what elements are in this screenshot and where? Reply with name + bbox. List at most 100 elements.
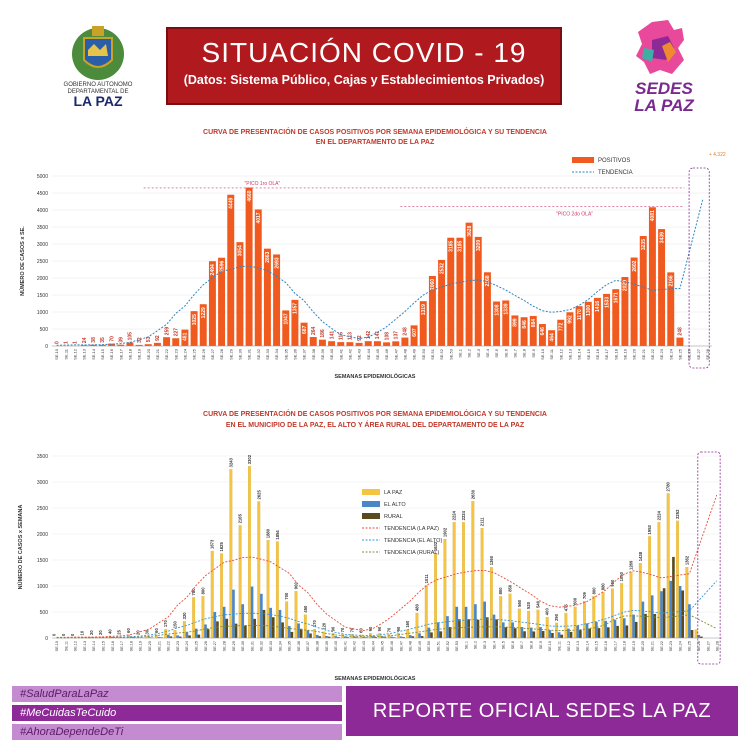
chart2-xtick-label: SE.23 (176, 641, 180, 651)
chart2-bar (644, 613, 647, 638)
chart2-xtick-label: SE.31 (250, 641, 254, 651)
chart1-highlight-box (688, 167, 710, 369)
chart2-bar (260, 593, 263, 638)
chart2-data-label: 320 (182, 612, 187, 620)
chart2-bar (234, 623, 238, 638)
chart2-xtick-label: SE.14 (92, 641, 96, 651)
chart1-bar (208, 261, 216, 346)
chart2-bar (576, 625, 580, 638)
chart2-legend-label: RURAL (384, 514, 403, 520)
chart2-data-label: 1673 (210, 539, 215, 549)
chart2-bar (629, 571, 633, 639)
chart2-bar (396, 633, 400, 639)
chart2-xtick-label: SE.47 (399, 641, 403, 651)
chart2-highlight-box (697, 451, 721, 665)
chart2-xtick-label: SE.44 (371, 641, 375, 651)
chart1-xtick-label: SE.5 (494, 348, 499, 357)
chart1-xtick-label: SE.51 (430, 348, 435, 360)
chart2-bar (480, 528, 484, 639)
chart2-bar (160, 637, 163, 638)
chart2-bar (606, 627, 610, 638)
chart1-xtick-label: SE.22 (650, 348, 655, 360)
chart1-bar (126, 342, 134, 346)
chart2-bar (325, 635, 328, 638)
chart1-bar (144, 344, 152, 346)
chart2-bar (660, 591, 663, 638)
chart2-legend-label: LA PAZ (384, 490, 403, 496)
chart2-bar (483, 601, 487, 638)
chart1-xtick-label: SE.52 (439, 348, 444, 360)
chart2-data-label: 850 (508, 584, 513, 592)
chart1-ylabel: NÚMERO DE CASOS x SE. (19, 226, 26, 296)
chart2-bar (334, 636, 338, 638)
chart2-data-label: 800 (200, 587, 205, 595)
chart2-bar (573, 606, 577, 639)
chart1-data-label: 137 (394, 331, 400, 340)
chart2-data-label: 520 (526, 601, 531, 609)
report-banner: REPORTE OFICIAL SEDES LA PAZ (346, 686, 738, 736)
chart1-bar (612, 289, 620, 346)
chart2-data-label: 2625 (256, 490, 261, 500)
chart2-bar (592, 596, 596, 639)
chart2-bar (427, 627, 431, 638)
chart2-data-label: 2780 (666, 481, 671, 491)
chart2-ytick-label: 1000 (37, 584, 48, 590)
chart2-bar (527, 610, 531, 639)
chart2-xtick-label: SE.38 (316, 641, 320, 651)
chart2-bar (597, 628, 601, 638)
chart1-xtick-label: SE.3 (476, 348, 481, 357)
chart2-bar (374, 637, 377, 638)
chart1-xtick-label: SE.25 (677, 348, 682, 360)
chart1-data-label: 2168 (485, 275, 491, 286)
chart2-bar (541, 631, 545, 638)
chart2-xtick-label: SE.41 (343, 641, 347, 651)
chart2-data-label: 0 (61, 633, 66, 636)
chart2-legend-label: EL ALTO (384, 502, 406, 508)
chart1-data-label: 1170 (577, 309, 583, 320)
chart2-data-label: 3302 (247, 454, 252, 464)
chart2-data-label: 1854 (275, 530, 280, 540)
chart-department-svg: CURVA DE PRESENTACIÓN DE CASOS POSITIVOS… (19, 127, 726, 380)
chart2-data-label: 880 (601, 583, 606, 591)
chart2-data-label: 90 (396, 626, 401, 631)
chart2-bar (638, 563, 642, 639)
chart2-bar (632, 614, 635, 638)
page-title: SITUACIÓN COVID - 19 (201, 37, 527, 68)
chart1-xtick-label: SE.12 (558, 348, 563, 360)
chart2-bar (448, 627, 452, 638)
chart2-data-label: 70 (349, 627, 354, 632)
chart2-bar (201, 596, 205, 639)
chart2-xtick-label: SE.2 (474, 641, 478, 649)
chart1-ytick-label: 1000 (37, 310, 48, 316)
chart1-data-label: 1 (73, 341, 79, 344)
chart2-xtick-label: SE.26 (697, 641, 701, 651)
chart2-bar (471, 501, 475, 639)
chart1-ytick-label: 3500 (37, 225, 48, 231)
chart2-bar (539, 627, 542, 638)
chart2-xtick-label: SE.20 (148, 641, 152, 651)
chart1-xtick-label: SE.24 (668, 348, 673, 360)
chart2-data-label: 90 (368, 626, 373, 631)
chart2-ytick-label: 1500 (37, 558, 48, 564)
chart2-bar (204, 624, 207, 638)
chart1-bar (309, 337, 317, 346)
chart2-xtick-label: SE.16 (111, 641, 115, 651)
chart2-xtick-label: SE.3 (483, 641, 487, 649)
chart2-bar (532, 631, 536, 638)
chart2-xtick-label: SE.32 (260, 641, 264, 651)
chart2-bar (564, 613, 568, 639)
chart1-xtick-label: SE.17 (604, 348, 609, 360)
chart2-data-label: 60 (126, 628, 131, 633)
chart2-data-label: 1011 (424, 574, 429, 584)
chart2-bar (278, 609, 282, 638)
hashtag-list: #SaludParaLaPaz #MeCuidasTeCuido #AhoraD… (12, 686, 342, 743)
chart1-xtick-label: SE.11 (63, 348, 68, 359)
chart2-bar (216, 621, 219, 638)
chart1-xtick-label: SE.28 (705, 348, 710, 360)
chart2-bar (399, 636, 403, 638)
chart2-bar (601, 592, 605, 639)
chart1-bar (373, 341, 381, 346)
title-banner: SITUACIÓN COVID - 19 (Datos: Sistema Púb… (166, 27, 562, 105)
chart1-data-label: 1671 (614, 292, 620, 303)
chart2-xtick-label: SE.14 (585, 641, 589, 651)
